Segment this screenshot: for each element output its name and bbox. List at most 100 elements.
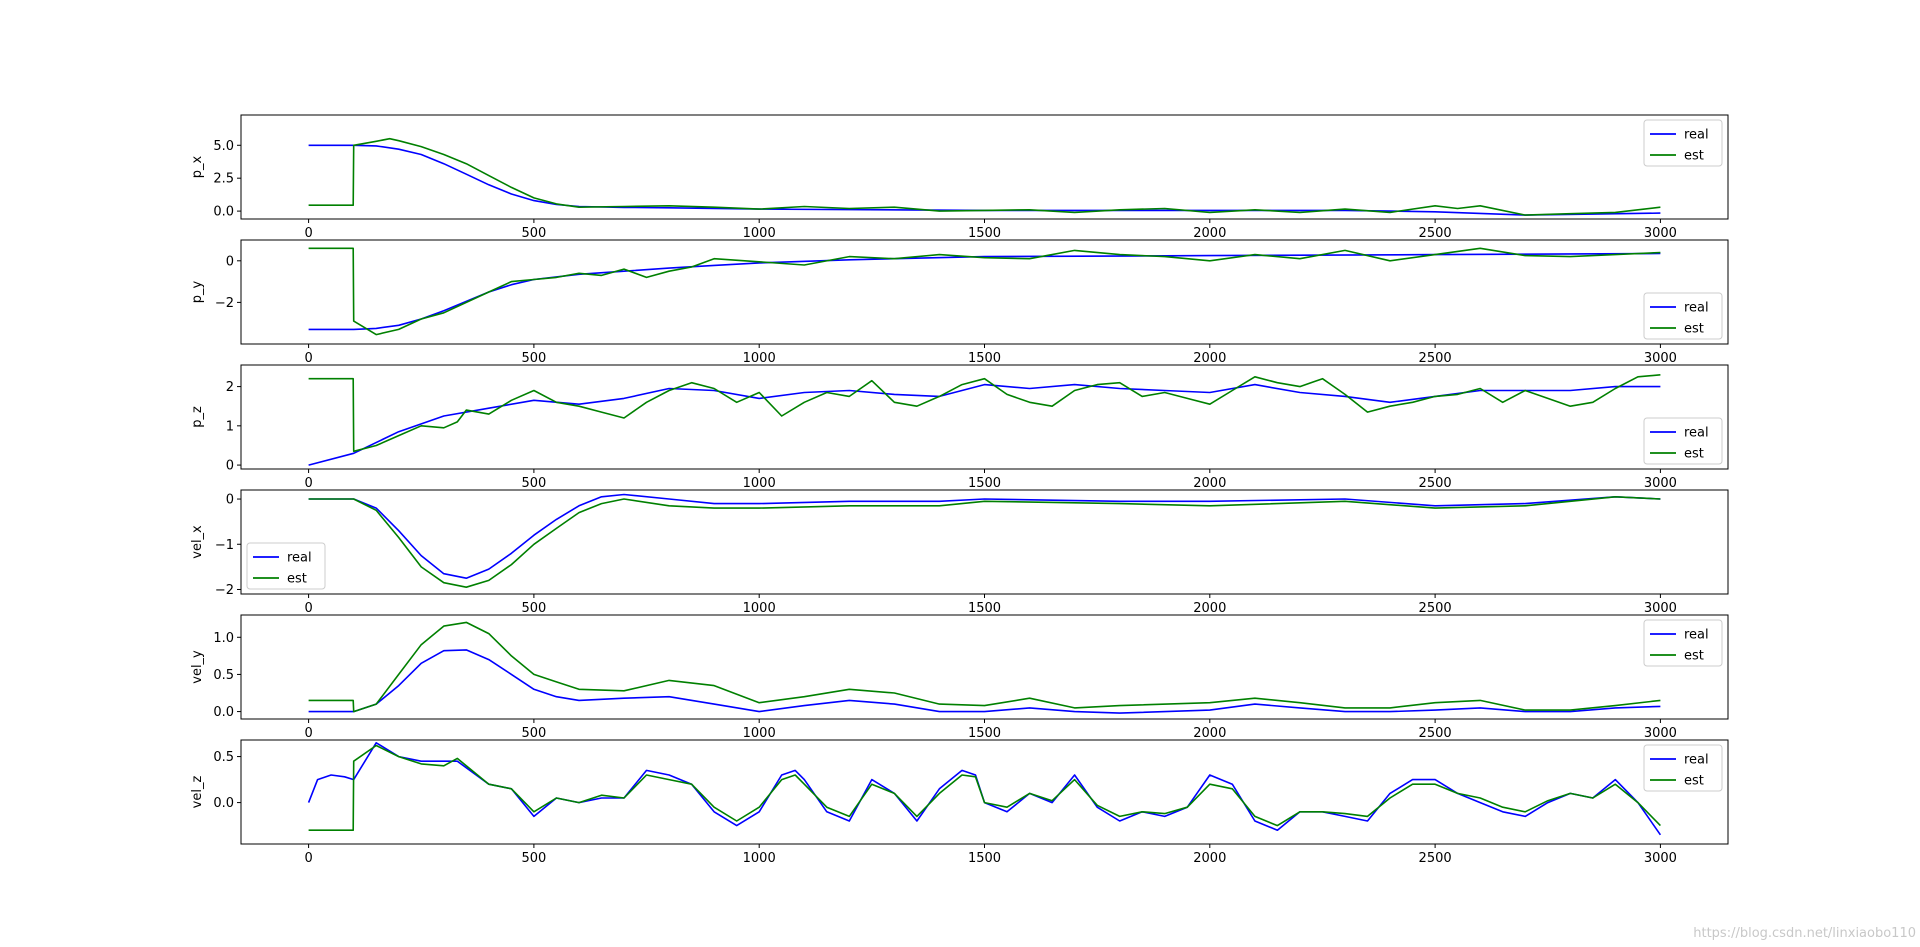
x-tick-label: 2000 (1193, 351, 1226, 366)
axes-frame (240, 364, 1729, 470)
legend: real est (1643, 292, 1723, 340)
series-real-line (308, 144, 1661, 216)
x-tick-label: 1000 (743, 726, 776, 741)
panel-p_x: 0 500 1000 1500 2000 2500 3000 0.0 2.5 5.0 p_x real… (190, 114, 1729, 241)
axes-frame (240, 614, 1729, 720)
x-tick-label: 2000 (1193, 726, 1226, 741)
x-tick-label: 3000 (1644, 226, 1677, 241)
x-tick-label: 1500 (968, 476, 1001, 491)
y-tick-label: 0.0 (213, 205, 234, 220)
y-tick-label: 1.0 (213, 631, 234, 646)
x-tick-label: 2000 (1193, 851, 1226, 866)
legend-label-est: est (1684, 649, 1704, 664)
x-tick-label: 0 (304, 351, 312, 366)
x-tick-label: 500 (521, 476, 546, 491)
x-tick-label: 2500 (1419, 351, 1452, 366)
legend-label-est: est (287, 572, 307, 587)
legend-box (1643, 417, 1723, 465)
y-tick-label: 0.5 (213, 750, 234, 765)
watermark: https://blog.csdn.net/linxiaobo110 (1693, 926, 1916, 941)
x-tick-label: 500 (521, 851, 546, 866)
legend-box (246, 542, 326, 590)
x-tick-label: 3000 (1644, 851, 1677, 866)
axes-frame (240, 114, 1729, 220)
legend: real est (1643, 744, 1723, 792)
legend-box (1643, 292, 1723, 340)
x-tick-label: 3000 (1644, 601, 1677, 616)
legend-label-est: est (1684, 149, 1704, 164)
legend-label-real: real (1684, 753, 1709, 768)
y-tick-label: −2 (215, 583, 234, 598)
y-axis-label: vel_y (190, 650, 205, 684)
legend-label-est: est (1684, 322, 1704, 337)
panel-vel_z: 0 500 1000 1500 2000 2500 3000 0.0 0.5 vel_z real e… (190, 739, 1729, 866)
x-tick-label: 2500 (1419, 726, 1452, 741)
x-tick-label: 0 (304, 476, 312, 491)
x-tick-label: 3000 (1644, 476, 1677, 491)
y-tick-label: 0 (226, 459, 234, 474)
legend-box (1643, 119, 1723, 167)
series-est-line (308, 744, 1661, 832)
series-est-line (308, 374, 1661, 453)
x-tick-label: 500 (521, 351, 546, 366)
panel-vel_y: 0 500 1000 1500 2000 2500 3000 0.0 0.5 1.0 vel_y re… (190, 614, 1729, 741)
y-axis-label: p_y (190, 280, 205, 303)
series-real-line (308, 493, 1661, 580)
series-real-line (308, 383, 1661, 466)
series-est-line (308, 495, 1661, 589)
y-tick-label: 1 (226, 419, 234, 434)
legend-box (1643, 619, 1723, 667)
x-tick-label: 1500 (968, 226, 1001, 241)
y-axis-label: vel_z (190, 776, 205, 809)
series-real-line (308, 252, 1661, 331)
x-tick-label: 0 (304, 601, 312, 616)
y-tick-label: 0.5 (213, 668, 234, 683)
legend-label-est: est (1684, 447, 1704, 462)
y-tick-label: 2 (226, 380, 234, 395)
legend: real est (1643, 417, 1723, 465)
y-axis-label: vel_x (190, 525, 205, 559)
axes-frame (240, 739, 1729, 845)
series-est-line (308, 137, 1661, 216)
x-tick-label: 1500 (968, 851, 1001, 866)
x-tick-label: 2500 (1419, 851, 1452, 866)
x-tick-label: 1000 (743, 226, 776, 241)
x-tick-label: 3000 (1644, 351, 1677, 366)
x-tick-label: 0 (304, 226, 312, 241)
x-tick-label: 1500 (968, 351, 1001, 366)
x-tick-label: 500 (521, 601, 546, 616)
x-tick-label: 1000 (743, 351, 776, 366)
y-tick-label: 0 (226, 254, 234, 269)
legend-label-real: real (1684, 128, 1709, 143)
y-tick-label: −1 (215, 538, 234, 553)
x-tick-label: 1000 (743, 476, 776, 491)
legend-label-real: real (1684, 628, 1709, 643)
legend-label-real: real (287, 551, 312, 566)
x-tick-label: 0 (304, 726, 312, 741)
y-tick-label: 0.0 (213, 796, 234, 811)
series-real-line (308, 649, 1661, 714)
y-tick-label: 2.5 (213, 172, 234, 187)
legend-label-est: est (1684, 774, 1704, 789)
x-tick-label: 500 (521, 226, 546, 241)
x-tick-label: 2500 (1419, 226, 1452, 241)
legend-label-real: real (1684, 301, 1709, 316)
x-tick-label: 2000 (1193, 476, 1226, 491)
x-tick-label: 0 (304, 851, 312, 866)
y-axis-label: p_x (190, 155, 205, 178)
x-tick-label: 500 (521, 726, 546, 741)
y-tick-label: 0 (226, 493, 234, 508)
legend: real est (246, 542, 326, 590)
x-tick-label: 2500 (1419, 476, 1452, 491)
y-tick-label: 0.0 (213, 705, 234, 720)
x-tick-label: 3000 (1644, 726, 1677, 741)
y-tick-label: −2 (215, 296, 234, 311)
y-axis-label: p_z (190, 406, 205, 428)
x-tick-label: 2500 (1419, 601, 1452, 616)
x-tick-label: 1500 (968, 726, 1001, 741)
legend: real est (1643, 119, 1723, 167)
legend-label-real: real (1684, 426, 1709, 441)
legend: real est (1643, 619, 1723, 667)
